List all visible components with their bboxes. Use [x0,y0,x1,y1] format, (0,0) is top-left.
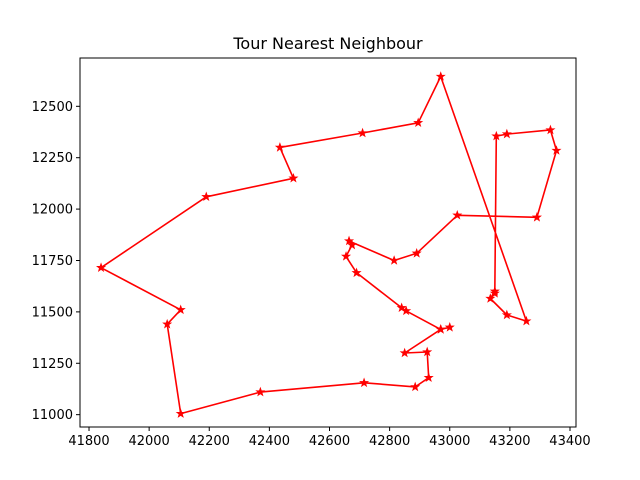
y-tick-label: 12500 [32,100,73,115]
y-axis: 11000 11250 11500 11750 12000 12250 12500 [32,100,80,423]
tour-point-marker [288,172,299,183]
tour-point-marker [551,145,562,155]
x-tick-label: 43200 [489,434,530,449]
tour-point-marker [452,209,463,220]
y-tick-label: 11750 [32,254,73,269]
tour-point-marker [351,267,362,278]
tour-point-marker [357,127,368,138]
tour-point-marker [521,315,532,326]
tour-point-marker [413,117,424,128]
x-tick-label: 43000 [429,434,470,449]
tour-point-marker [347,239,358,250]
x-tick-label: 42600 [309,434,350,449]
x-tick-label: 42200 [189,434,230,449]
tour-point-marker [489,286,500,296]
tour-point-marker [399,347,410,358]
tour-point-marker [175,304,186,315]
tour-point-marker [274,142,285,152]
tour-point-marker [255,386,266,397]
tour-point-marker [359,377,370,388]
tour-point-marker [410,381,421,392]
x-tick-label: 41800 [68,434,109,449]
y-tick-label: 11000 [32,408,73,423]
tour-point-marker [96,262,107,272]
y-tick-label: 11250 [32,357,73,372]
tour-point-marker [422,346,433,357]
tour-point-marker [344,235,355,246]
tour-point-marker [423,372,434,382]
x-tick-label: 42000 [128,434,169,449]
x-tick-label: 42400 [249,434,290,449]
chart-title: Tour Nearest Neighbour [232,34,423,53]
plot-frame [79,57,577,428]
series-layer [96,71,562,418]
y-tick-label: 12250 [32,151,73,166]
tour-point-marker [501,128,512,139]
tour-point-marker [396,302,407,313]
tour-point-marker [444,322,455,332]
tour-point-marker [501,309,512,320]
tour-line [100,75,558,415]
tour-point-marker [485,293,496,303]
tour-point-marker [341,251,352,261]
tour-point-marker [491,130,502,141]
tour-point-marker [435,324,446,334]
tour-point-marker [389,255,400,265]
tour-point-marker [435,71,446,81]
tour-point-marker [545,124,556,135]
tour-point-marker [201,191,212,202]
tour-point-marker [175,408,186,418]
x-axis: 41800 42000 42200 42400 42600 42800 43000 43200… [68,427,591,449]
tour-point-marker [162,318,173,329]
tour-point-marker [531,212,542,222]
x-tick-label: 42800 [369,434,410,449]
y-tick-label: 11500 [32,305,73,320]
y-tick-label: 12000 [32,203,73,218]
tour-point-marker [411,248,422,258]
x-tick-label: 43400 [549,434,590,449]
